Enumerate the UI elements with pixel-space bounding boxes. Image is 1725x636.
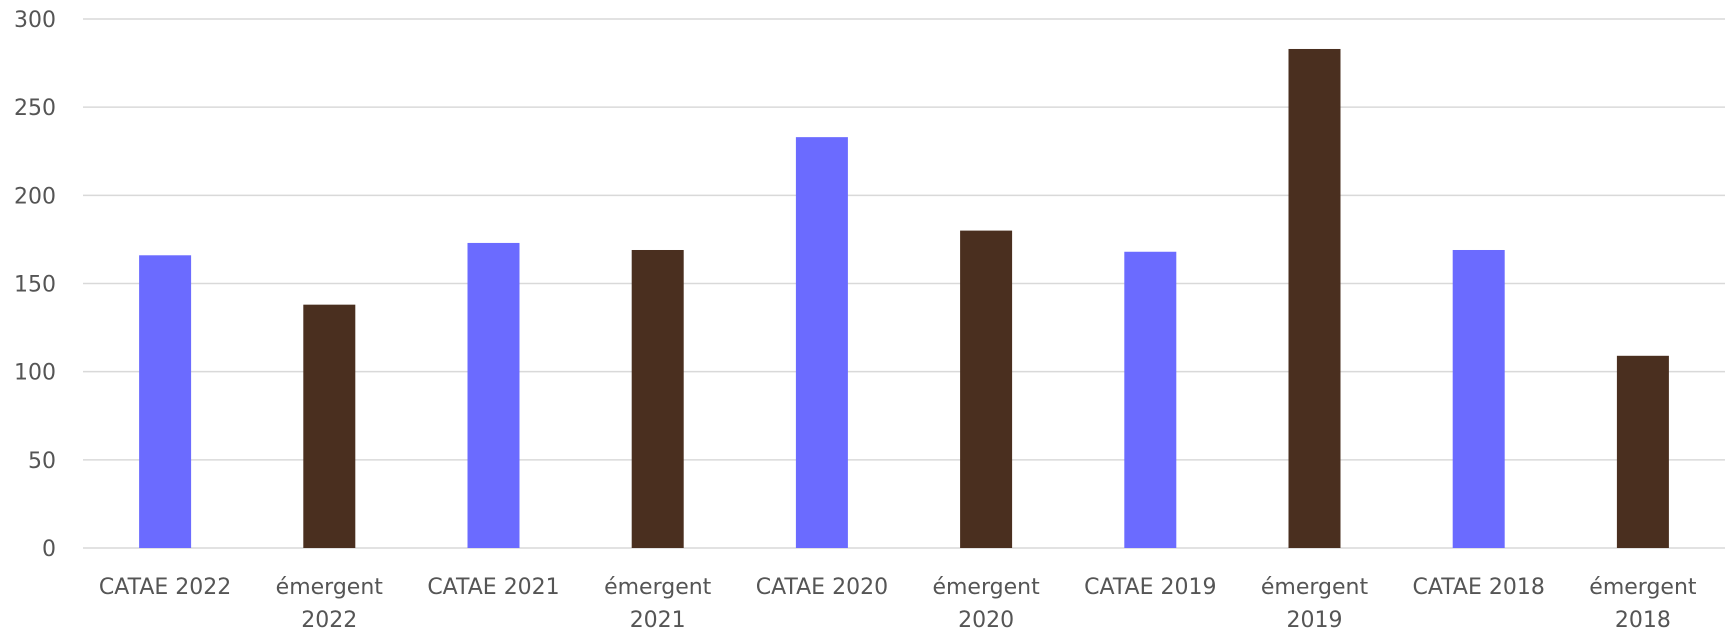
x-axis-ticks: CATAE 2022 émergent 2022 CATAE 2021 émergent… [99,575,1697,633]
x-tick-label-line: 2018 [1615,608,1671,632]
x-tick-label-line: CATAE 2020 [756,575,888,600]
bar [1288,48,1341,549]
y-tick-label: 200 [14,184,56,209]
x-tick-label: CATAE 2020 [756,575,888,600]
x-tick-label: émergent 2020 [932,575,1040,632]
bars [139,48,1669,549]
x-tick-label-line: émergent [1261,575,1369,600]
x-tick-label-line: CATAE 2019 [1084,575,1216,600]
bar [1452,249,1505,548]
bar [960,230,1013,548]
x-tick-label: émergent 2018 [1589,575,1697,632]
bar [795,137,848,549]
x-tick-label: émergent 2019 [1261,575,1369,632]
x-tick-label: CATAE 2022 [99,575,231,600]
x-tick-label-line: 2020 [958,608,1014,632]
x-tick-label-line: 2019 [1287,608,1343,632]
x-tick-label: CATAE 2019 [1084,575,1216,600]
y-tick-label: 0 [42,537,56,562]
bar [631,249,684,548]
x-tick-label-line: émergent [1589,575,1697,600]
y-tick-label: 100 [14,361,56,386]
x-tick-label: émergent 2022 [276,575,384,632]
gridlines [83,18,1725,549]
x-tick-label-line: CATAE 2022 [99,575,231,600]
x-tick-label-line: émergent [604,575,712,600]
y-tick-label: 300 [14,8,56,33]
x-tick-label-line: 2021 [630,608,686,632]
y-tick-label: 250 [14,96,56,121]
bar [467,242,520,548]
x-tick-label-line: CATAE 2021 [427,575,559,600]
bar [303,304,356,548]
x-tick-label: CATAE 2018 [1413,575,1545,600]
x-tick-label: émergent 2021 [604,575,712,632]
y-tick-label: 150 [14,273,56,298]
bar [1616,355,1669,548]
bar [139,255,192,548]
x-tick-label-line: émergent [276,575,384,600]
y-axis-ticks: 0 50 100 150 200 250 300 [14,8,56,562]
x-tick-label-line: 2022 [301,608,357,632]
x-tick-label-line: CATAE 2018 [1413,575,1545,600]
x-tick-label-line: émergent [932,575,1040,600]
x-tick-label: CATAE 2021 [427,575,559,600]
y-tick-label: 50 [28,449,56,474]
bar [1124,251,1177,548]
